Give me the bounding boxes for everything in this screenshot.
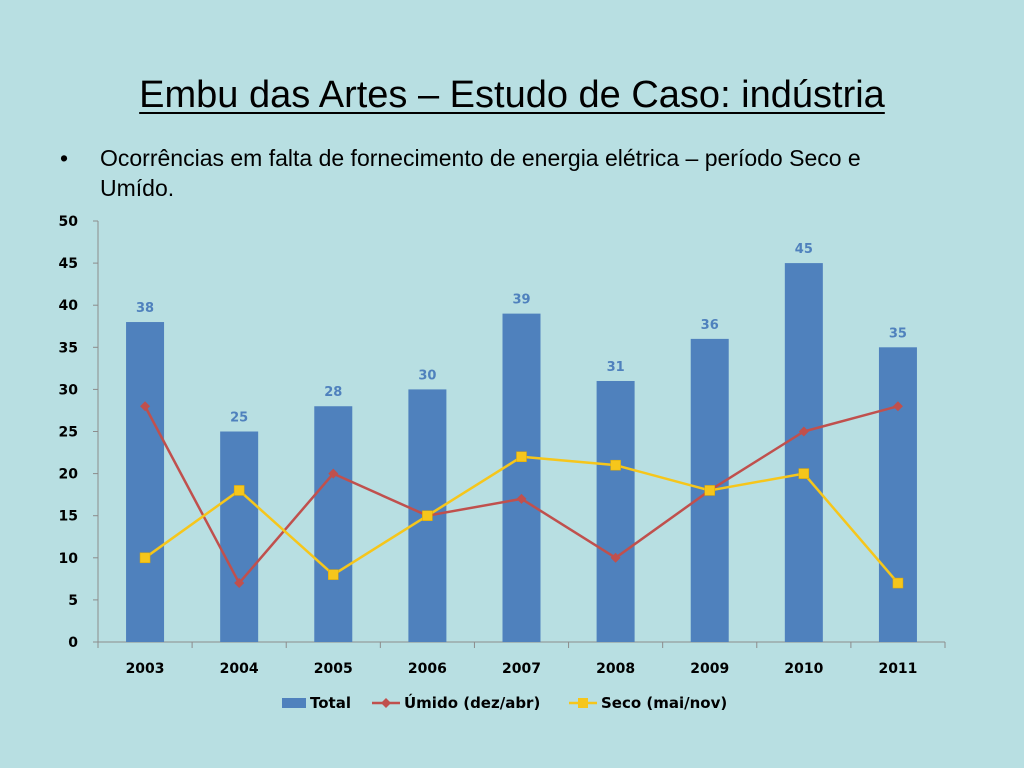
bullet-item: • Ocorrências em falta de fornecimento d… <box>60 143 940 203</box>
bar-total <box>596 380 635 642</box>
y-tick-label: 20 <box>59 467 79 483</box>
legend-label-seco: Seco (mai/nov) <box>601 694 727 712</box>
legend-marker-umido <box>381 698 391 708</box>
point-umido <box>140 401 151 412</box>
point-umido <box>328 468 339 479</box>
legend-marker-seco <box>578 698 588 708</box>
y-tick-label: 10 <box>59 551 79 567</box>
x-tick-label: 2005 <box>314 661 353 677</box>
point-seco <box>610 459 621 471</box>
data-labels: 38 25 28 30 39 31 36 45 35 <box>136 242 907 425</box>
point-seco <box>328 569 339 580</box>
bar-total <box>314 406 353 642</box>
bar-total <box>126 322 165 642</box>
bar-series-total <box>126 263 917 642</box>
point-umido <box>610 552 621 563</box>
data-label-total: 30 <box>418 368 436 383</box>
x-tick-label: 2010 <box>784 661 823 677</box>
point-umido <box>516 493 527 504</box>
chart-legend: Total Úmido (dez/abr) Seco (mai/nov) <box>282 693 727 712</box>
x-tick-label: 2008 <box>596 661 635 677</box>
bar-total <box>502 313 541 642</box>
x-tick-label: 2011 <box>878 661 917 677</box>
legend-label-umido: Úmido (dez/abr) <box>404 693 540 712</box>
point-seco <box>422 510 433 521</box>
data-label-total: 31 <box>607 360 625 375</box>
point-seco <box>798 468 810 479</box>
point-seco <box>233 485 245 496</box>
x-tick-label: 2009 <box>690 661 729 677</box>
x-tick-label: 2003 <box>126 661 165 677</box>
legend-swatch-total <box>282 698 306 708</box>
x-tick-label: 2007 <box>502 661 541 677</box>
point-umido <box>892 401 903 412</box>
legend-label-total: Total <box>310 694 351 712</box>
bar-total <box>878 347 917 642</box>
data-label-total: 39 <box>512 293 530 308</box>
data-label-total: 28 <box>324 385 342 400</box>
slide-title: Embu das Artes – Estudo de Caso: indústr… <box>139 74 885 116</box>
bar-total <box>784 263 823 642</box>
line-series-group <box>139 401 904 589</box>
point-seco <box>704 485 715 496</box>
point-seco <box>516 451 527 463</box>
y-tick-label: 25 <box>59 425 78 441</box>
bullet-text: Ocorrências em falta de fornecimento de … <box>100 145 861 201</box>
x-tick-label: 2006 <box>408 661 447 677</box>
point-seco <box>139 552 151 564</box>
point-umido <box>234 578 245 589</box>
y-tick-label: 50 <box>59 214 79 230</box>
point-seco <box>892 577 904 589</box>
bullet-marker: • <box>60 145 69 171</box>
y-tick-label: 0 <box>68 635 78 651</box>
y-tick-label: 35 <box>59 340 78 356</box>
data-label-total: 35 <box>889 326 907 341</box>
y-tick-label: 40 <box>59 298 79 314</box>
y-tick-label: 5 <box>68 593 78 609</box>
x-tick-label: 2004 <box>220 661 259 677</box>
data-label-total: 36 <box>701 318 719 333</box>
point-umido <box>798 426 809 437</box>
bar-total <box>220 431 259 642</box>
data-label-total: 45 <box>795 242 813 257</box>
data-label-total: 38 <box>136 301 154 316</box>
y-tick-label: 45 <box>59 256 78 272</box>
y-tick-label: 15 <box>59 509 78 525</box>
data-label-total: 25 <box>230 411 248 426</box>
y-tick-label: 30 <box>59 382 79 398</box>
